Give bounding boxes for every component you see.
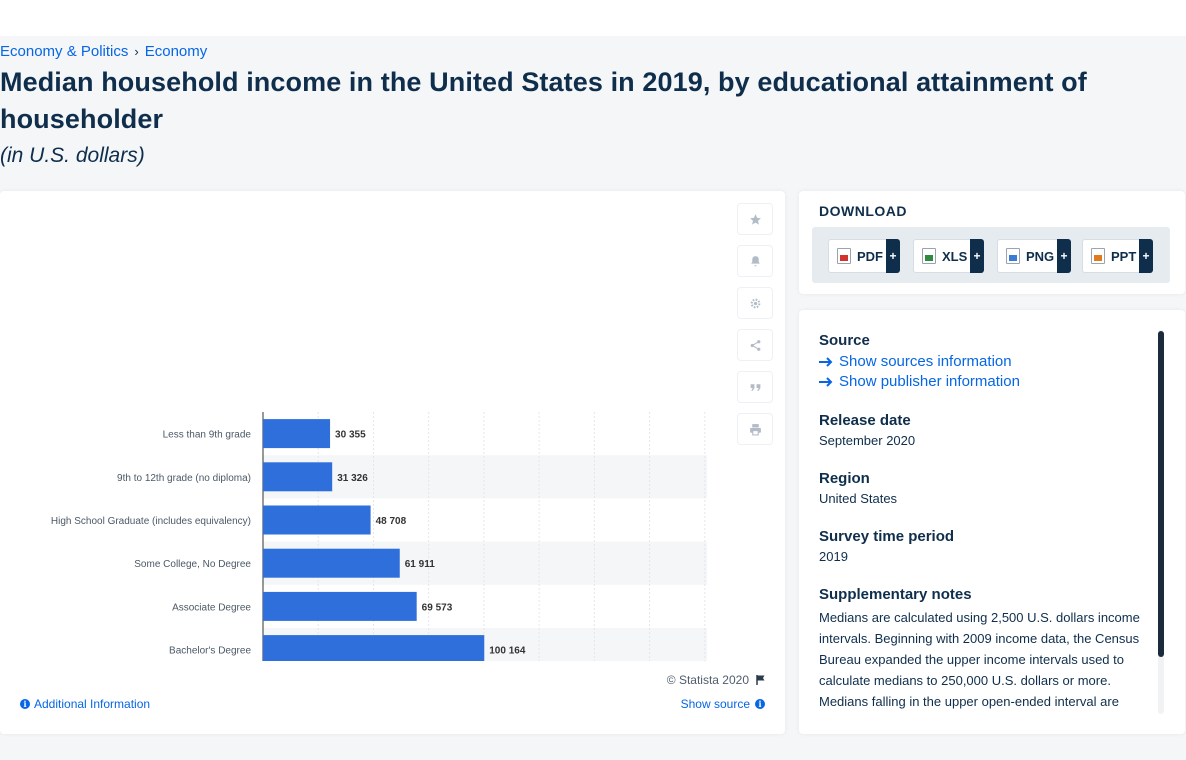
show-sources-label: Show sources information bbox=[839, 353, 1012, 370]
share-icon bbox=[750, 339, 760, 351]
additional-information-link[interactable]: i Additional Information bbox=[20, 697, 150, 711]
download-buttons: PDF + XLS + PNG + PPT + bbox=[812, 227, 1170, 283]
download-png-label: PNG bbox=[1026, 248, 1055, 264]
source-scrollbar-thumb[interactable] bbox=[1158, 331, 1164, 657]
release-date-value: September 2020 bbox=[819, 433, 916, 448]
xls-file-icon bbox=[922, 248, 936, 264]
category-label: Bachelor's Degree bbox=[169, 646, 251, 657]
download-pdf-plus[interactable]: + bbox=[886, 239, 900, 273]
row-band bbox=[263, 455, 707, 499]
flag-icon[interactable] bbox=[755, 674, 767, 686]
bar bbox=[263, 548, 400, 578]
breadcrumb-separator: › bbox=[134, 44, 139, 59]
additional-information-label: Additional Information bbox=[34, 697, 151, 711]
download-ppt-button[interactable]: PPT + bbox=[1082, 239, 1153, 273]
settings-button[interactable] bbox=[737, 287, 773, 319]
source-card: Source Show sources information Show pub… bbox=[799, 310, 1185, 734]
source-details: Source Show sources information Show pub… bbox=[819, 332, 1149, 712]
category-label: 9th to 12th grade (no diploma) bbox=[117, 473, 251, 484]
chart-card: 025 00050 00075 000100 000125 000150 000… bbox=[0, 191, 785, 734]
data-label: 69 573 bbox=[422, 602, 453, 613]
chart-tools bbox=[737, 203, 773, 445]
ppt-file-icon bbox=[1091, 248, 1105, 264]
print-button[interactable] bbox=[737, 413, 773, 445]
arrow-right-icon bbox=[819, 376, 833, 387]
category-label: Less than 9th grade bbox=[163, 430, 252, 441]
bar bbox=[263, 462, 333, 492]
data-label: 48 708 bbox=[376, 516, 407, 527]
print-icon bbox=[749, 423, 761, 435]
release-date-heading: Release date bbox=[819, 412, 911, 429]
pdf-file-icon bbox=[837, 248, 851, 264]
show-publisher-label: Show publisher information bbox=[839, 373, 1020, 390]
bar-chart: 025 00050 00075 000100 000125 000150 000… bbox=[51, 412, 707, 661]
breadcrumb-economy-politics[interactable]: Economy & Politics bbox=[0, 43, 129, 60]
bar bbox=[263, 591, 417, 621]
gear-icon bbox=[750, 298, 760, 308]
breadcrumb-economy[interactable]: Economy bbox=[144, 43, 208, 60]
download-xls-plus[interactable]: + bbox=[970, 239, 984, 273]
download-title: DOWNLOAD bbox=[819, 203, 907, 219]
region-value: United States bbox=[819, 491, 898, 506]
source-heading: Source bbox=[819, 332, 870, 349]
breadcrumb: Economy & Politics › Economy bbox=[0, 43, 207, 60]
download-xls-label: XLS bbox=[942, 248, 968, 264]
download-png-button[interactable]: PNG + bbox=[997, 239, 1071, 273]
show-source-link[interactable]: Show source i bbox=[681, 697, 765, 711]
category-label: Some College, No Degree bbox=[134, 559, 251, 570]
png-file-icon bbox=[1006, 248, 1020, 264]
download-pdf-label: PDF bbox=[857, 248, 883, 264]
download-xls-button[interactable]: XLS + bbox=[913, 239, 984, 273]
bar bbox=[263, 505, 371, 535]
data-label: 30 355 bbox=[335, 430, 366, 441]
page-subtitle: (in U.S. dollars) bbox=[0, 144, 145, 167]
info-icon: i bbox=[20, 699, 30, 709]
supplementary-notes-text: Medians are calculated using 2,500 U.S. … bbox=[819, 610, 1140, 709]
data-label: 100 164 bbox=[489, 646, 526, 657]
star-icon bbox=[749, 213, 761, 225]
download-ppt-label: PPT bbox=[1111, 248, 1137, 264]
info-icon: i bbox=[755, 699, 765, 709]
category-label: High School Graduate (includes equivalen… bbox=[51, 516, 251, 527]
copyright: © Statista 2020 bbox=[667, 673, 767, 687]
data-label: 31 326 bbox=[337, 473, 368, 484]
supplementary-notes-heading: Supplementary notes bbox=[819, 586, 972, 603]
survey-period-value: 2019 bbox=[819, 549, 848, 564]
arrow-right-icon bbox=[819, 356, 833, 367]
download-pdf-button[interactable]: PDF + bbox=[828, 239, 900, 273]
show-sources-link[interactable]: Show sources information bbox=[819, 353, 1149, 370]
bell-icon bbox=[750, 255, 760, 266]
region-heading: Region bbox=[819, 470, 870, 487]
quote-icon bbox=[750, 383, 760, 391]
download-ppt-plus[interactable]: + bbox=[1139, 239, 1153, 273]
download-card: DOWNLOAD PDF + XLS + PNG + PPT + bbox=[799, 191, 1185, 294]
share-button[interactable] bbox=[737, 329, 773, 361]
survey-period-heading: Survey time period bbox=[819, 528, 955, 545]
bar bbox=[263, 635, 485, 661]
data-label: 61 911 bbox=[405, 559, 435, 570]
show-publisher-link[interactable]: Show publisher information bbox=[819, 373, 1149, 390]
notification-button[interactable] bbox=[737, 245, 773, 277]
top-bar bbox=[0, 0, 1186, 36]
bar bbox=[263, 419, 331, 449]
page-title: Median household income in the United St… bbox=[0, 67, 1087, 134]
category-label: Associate Degree bbox=[172, 602, 251, 613]
favorite-button[interactable] bbox=[737, 203, 773, 235]
copyright-text: © Statista 2020 bbox=[666, 673, 749, 687]
cite-button[interactable] bbox=[737, 371, 773, 403]
show-source-label: Show source bbox=[680, 697, 750, 711]
download-png-plus[interactable]: + bbox=[1057, 239, 1071, 273]
